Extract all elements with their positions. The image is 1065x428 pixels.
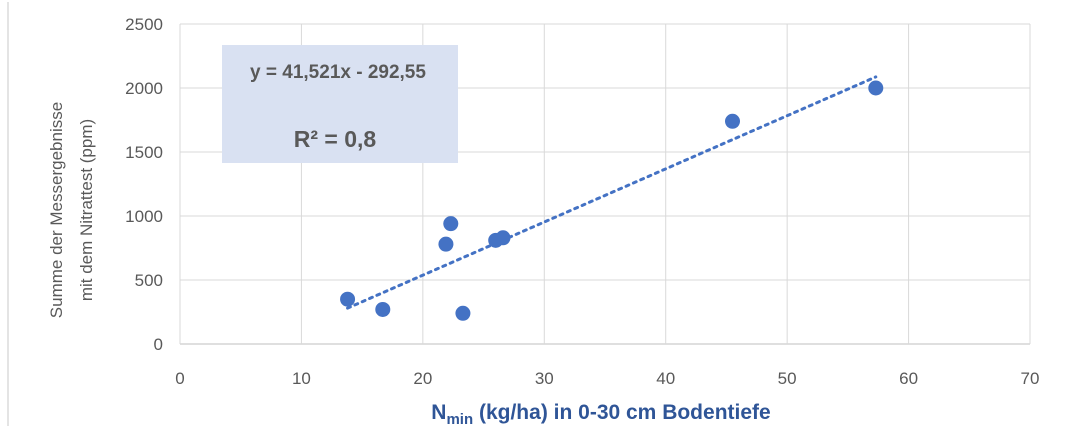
x-tick-label: 30 (535, 369, 554, 388)
trendline (346, 75, 878, 310)
x-axis-title-rest: (kg/ha) in 0-30 cm Bodentiefe (473, 401, 771, 424)
y-axis-title-line2: mit dem Nitrattest (ppm) (77, 119, 96, 301)
x-tick-label: 60 (899, 369, 918, 388)
x-tick-label: 40 (656, 369, 675, 388)
x-tick-label: 50 (778, 369, 797, 388)
x-tick-label: 0 (175, 369, 184, 388)
data-point (438, 236, 454, 252)
y-axis-title-2: mit dem Nitrattest (ppm) (77, 119, 96, 301)
data-point (340, 291, 356, 307)
data-point (375, 301, 391, 317)
y-axis-title: Summe der Messergebnisse (47, 102, 66, 318)
x-tick-label: 20 (413, 369, 432, 388)
x-axis-title-main: N (431, 401, 446, 424)
data-point (725, 113, 740, 129)
data-point (868, 80, 884, 96)
x-tick-label: 70 (1021, 369, 1040, 388)
r-squared-label: R² = 0,8 (294, 126, 377, 152)
y-tick-label: 1000 (125, 207, 163, 226)
x-axis-title-subscript: min (446, 411, 473, 428)
trendline-equation: y = 41,521x - 292,55 (250, 62, 426, 83)
x-axis-title: Nmin (kg/ha) in 0-30 cm Bodentiefe (431, 401, 770, 428)
y-tick-label: 0 (154, 335, 163, 354)
y-tick-label: 2500 (125, 15, 163, 34)
y-tick-label: 2000 (125, 79, 163, 98)
y-tick-label: 1500 (125, 143, 163, 162)
x-tick-labels: 0 10 20 30 40 50 60 70 (175, 369, 1039, 388)
data-point (455, 305, 471, 321)
data-point (495, 230, 511, 246)
y-axis-title-line1: Summe der Messergebnisse (47, 102, 66, 318)
data-point (443, 216, 459, 232)
y-tick-label: 500 (135, 271, 163, 290)
equation-box (222, 45, 458, 163)
x-tick-label: 10 (292, 369, 311, 388)
y-tick-labels: 0 500 1000 1500 2000 2500 (125, 15, 163, 354)
data-points (340, 80, 884, 321)
grid-lines (179, 23, 1031, 345)
